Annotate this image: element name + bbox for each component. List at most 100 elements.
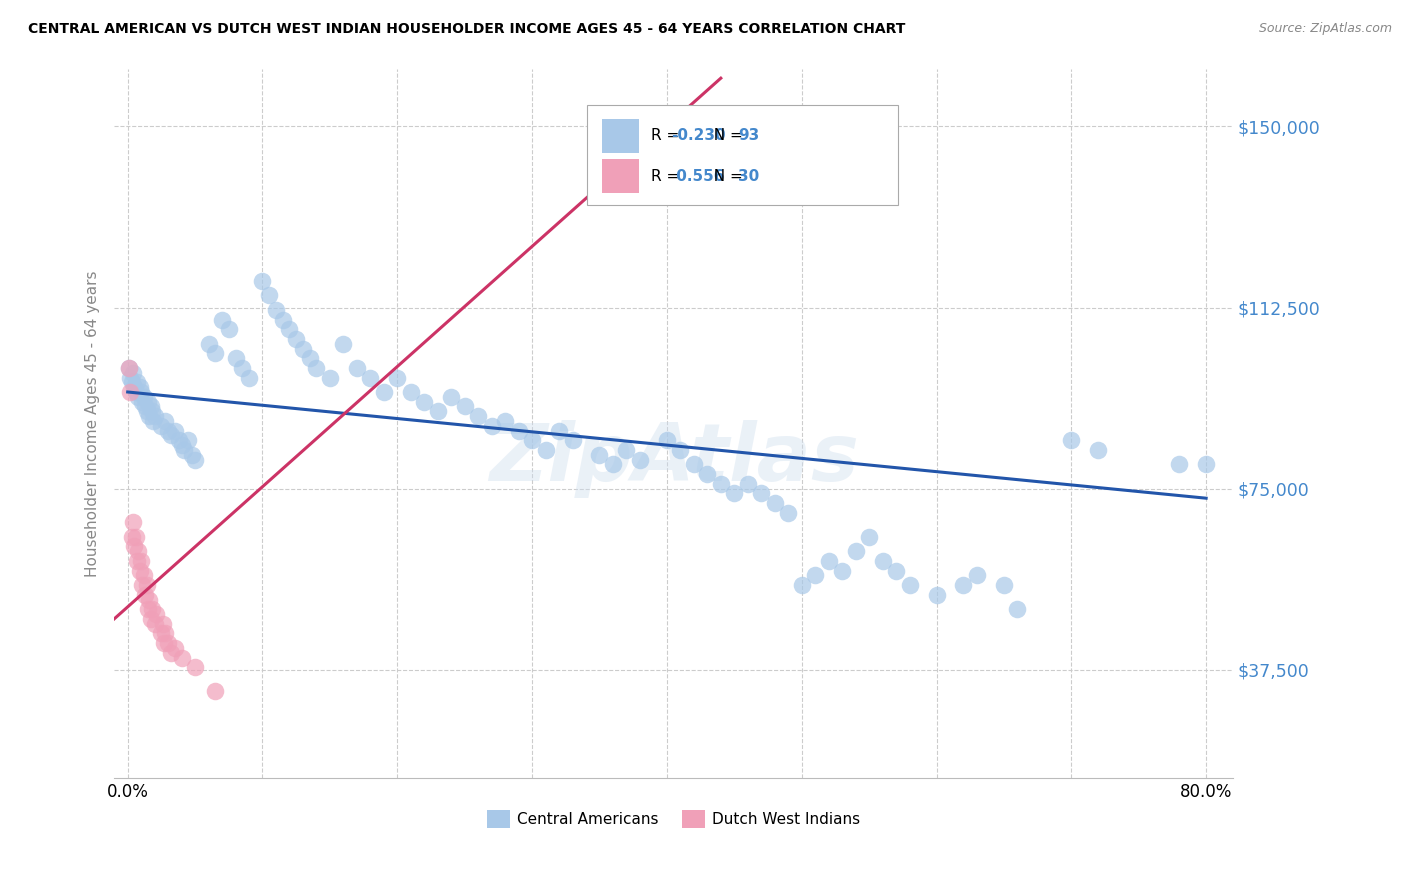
Point — [763, 496, 786, 510]
Point — [159, 646, 181, 660]
Point — [170, 438, 193, 452]
Point — [655, 434, 678, 448]
Point — [143, 616, 166, 631]
Point — [122, 516, 145, 530]
Point — [925, 588, 948, 602]
Point — [966, 568, 988, 582]
Point — [298, 351, 321, 366]
Point — [682, 458, 704, 472]
Point — [138, 409, 160, 424]
Point — [136, 394, 159, 409]
Text: R =: R = — [651, 169, 683, 184]
Point — [440, 390, 463, 404]
Point — [138, 592, 160, 607]
Point — [150, 418, 173, 433]
Point — [139, 400, 162, 414]
Point — [710, 476, 733, 491]
Point — [141, 404, 163, 418]
Point — [319, 370, 342, 384]
Point — [132, 390, 155, 404]
Point — [669, 442, 692, 457]
Point — [204, 346, 226, 360]
Point — [157, 636, 180, 650]
Point — [952, 578, 974, 592]
Point — [131, 394, 153, 409]
Point — [291, 342, 314, 356]
Point — [120, 384, 142, 399]
Point — [135, 404, 157, 418]
Point — [167, 434, 190, 448]
Point — [155, 626, 177, 640]
Point — [128, 380, 150, 394]
Point — [142, 414, 165, 428]
Point — [602, 458, 624, 472]
Point — [153, 636, 176, 650]
Point — [804, 568, 827, 582]
Point — [125, 384, 148, 399]
Point — [1060, 434, 1083, 448]
Point — [257, 288, 280, 302]
Point — [122, 366, 145, 380]
Point — [152, 616, 174, 631]
Legend: Central Americans, Dutch West Indians: Central Americans, Dutch West Indians — [481, 804, 866, 834]
Point — [125, 530, 148, 544]
Point — [155, 414, 177, 428]
Point — [134, 588, 156, 602]
Text: Source: ZipAtlas.com: Source: ZipAtlas.com — [1258, 22, 1392, 36]
Point — [588, 448, 610, 462]
Point — [159, 428, 181, 442]
Point — [993, 578, 1015, 592]
Point — [127, 554, 149, 568]
Point — [139, 612, 162, 626]
Point — [134, 400, 156, 414]
Point — [271, 312, 294, 326]
Point — [184, 452, 207, 467]
Point — [127, 544, 149, 558]
Point — [238, 370, 260, 384]
Point — [872, 554, 894, 568]
Point — [225, 351, 247, 366]
Point — [150, 626, 173, 640]
Point — [413, 394, 436, 409]
Point — [817, 554, 839, 568]
Point — [129, 384, 152, 399]
Point — [749, 486, 772, 500]
Point — [373, 384, 395, 399]
Point — [454, 400, 477, 414]
Point — [426, 404, 449, 418]
Point — [346, 360, 368, 375]
Text: N =: N = — [704, 169, 748, 184]
Point — [141, 602, 163, 616]
Point — [790, 578, 813, 592]
Point — [264, 302, 287, 317]
Point — [157, 424, 180, 438]
Point — [616, 442, 638, 457]
Point — [778, 506, 800, 520]
Y-axis label: Householder Income Ages 45 - 64 years: Householder Income Ages 45 - 64 years — [86, 270, 100, 576]
Point — [845, 544, 868, 558]
Point — [332, 336, 354, 351]
Point — [124, 540, 146, 554]
Point — [145, 607, 167, 621]
Point — [1168, 458, 1191, 472]
Point — [204, 684, 226, 698]
Point — [696, 467, 718, 481]
Point — [143, 409, 166, 424]
Point — [121, 530, 143, 544]
Point — [128, 564, 150, 578]
Point — [1195, 458, 1218, 472]
Point — [467, 409, 489, 424]
Point — [197, 336, 219, 351]
Text: 30: 30 — [738, 169, 759, 184]
Text: -0.230: -0.230 — [671, 128, 725, 144]
Text: ZipAtlas: ZipAtlas — [489, 420, 859, 498]
Point — [118, 360, 141, 375]
Point — [898, 578, 921, 592]
Point — [120, 370, 142, 384]
Text: R =: R = — [651, 128, 683, 144]
Point — [170, 650, 193, 665]
Point — [163, 424, 186, 438]
Point — [131, 578, 153, 592]
Text: CENTRAL AMERICAN VS DUTCH WEST INDIAN HOUSEHOLDER INCOME AGES 45 - 64 YEARS CORR: CENTRAL AMERICAN VS DUTCH WEST INDIAN HO… — [28, 22, 905, 37]
Point — [252, 274, 274, 288]
